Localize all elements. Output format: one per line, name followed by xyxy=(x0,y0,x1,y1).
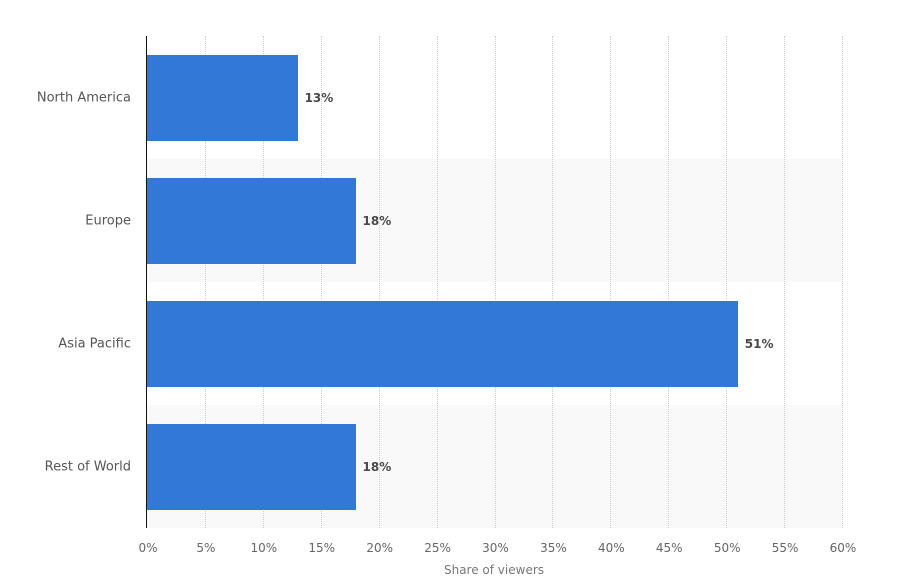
gridline xyxy=(320,36,322,528)
x-tick-label: 45% xyxy=(655,541,683,555)
gridline xyxy=(610,36,612,528)
gridline xyxy=(726,36,728,528)
x-tick-label: 60% xyxy=(829,541,857,555)
gridline xyxy=(204,36,206,528)
value-label: 13% xyxy=(304,91,334,105)
x-tick-label: 5% xyxy=(196,541,216,555)
bar-rest-of-world[interactable] xyxy=(147,424,356,510)
gridline xyxy=(842,36,843,528)
bar-europe[interactable] xyxy=(147,178,356,264)
x-tick-label: 55% xyxy=(771,541,799,555)
x-tick-label: 20% xyxy=(366,541,393,555)
gridline xyxy=(552,36,554,528)
x-tick-label: 35% xyxy=(540,541,567,555)
gridline xyxy=(494,36,496,528)
x-tick-label: 0% xyxy=(138,541,158,555)
value-label: 18% xyxy=(362,460,392,474)
gridline xyxy=(262,36,264,528)
category-label: North America xyxy=(36,90,131,106)
x-axis-title: Share of viewers xyxy=(443,563,545,577)
bar-north-america[interactable] xyxy=(147,55,298,141)
bar-asia-pacific[interactable] xyxy=(147,301,738,387)
gridline xyxy=(668,36,670,528)
x-tick-label: 30% xyxy=(482,541,509,555)
x-tick-label: 50% xyxy=(713,541,741,555)
gridline xyxy=(378,36,380,528)
category-label: Europe xyxy=(85,213,131,229)
category-label: Rest of World xyxy=(44,459,131,475)
x-tick-label: 25% xyxy=(424,541,451,555)
gridline xyxy=(784,36,786,528)
x-tick-label: 40% xyxy=(597,541,625,555)
value-label: 51% xyxy=(744,337,774,351)
category-label: Asia Pacific xyxy=(58,336,131,352)
gridline xyxy=(436,36,438,528)
x-tick-label: 10% xyxy=(250,541,278,555)
y-axis-line xyxy=(146,36,147,528)
value-label: 18% xyxy=(362,214,392,228)
x-tick-label: 15% xyxy=(308,541,336,555)
